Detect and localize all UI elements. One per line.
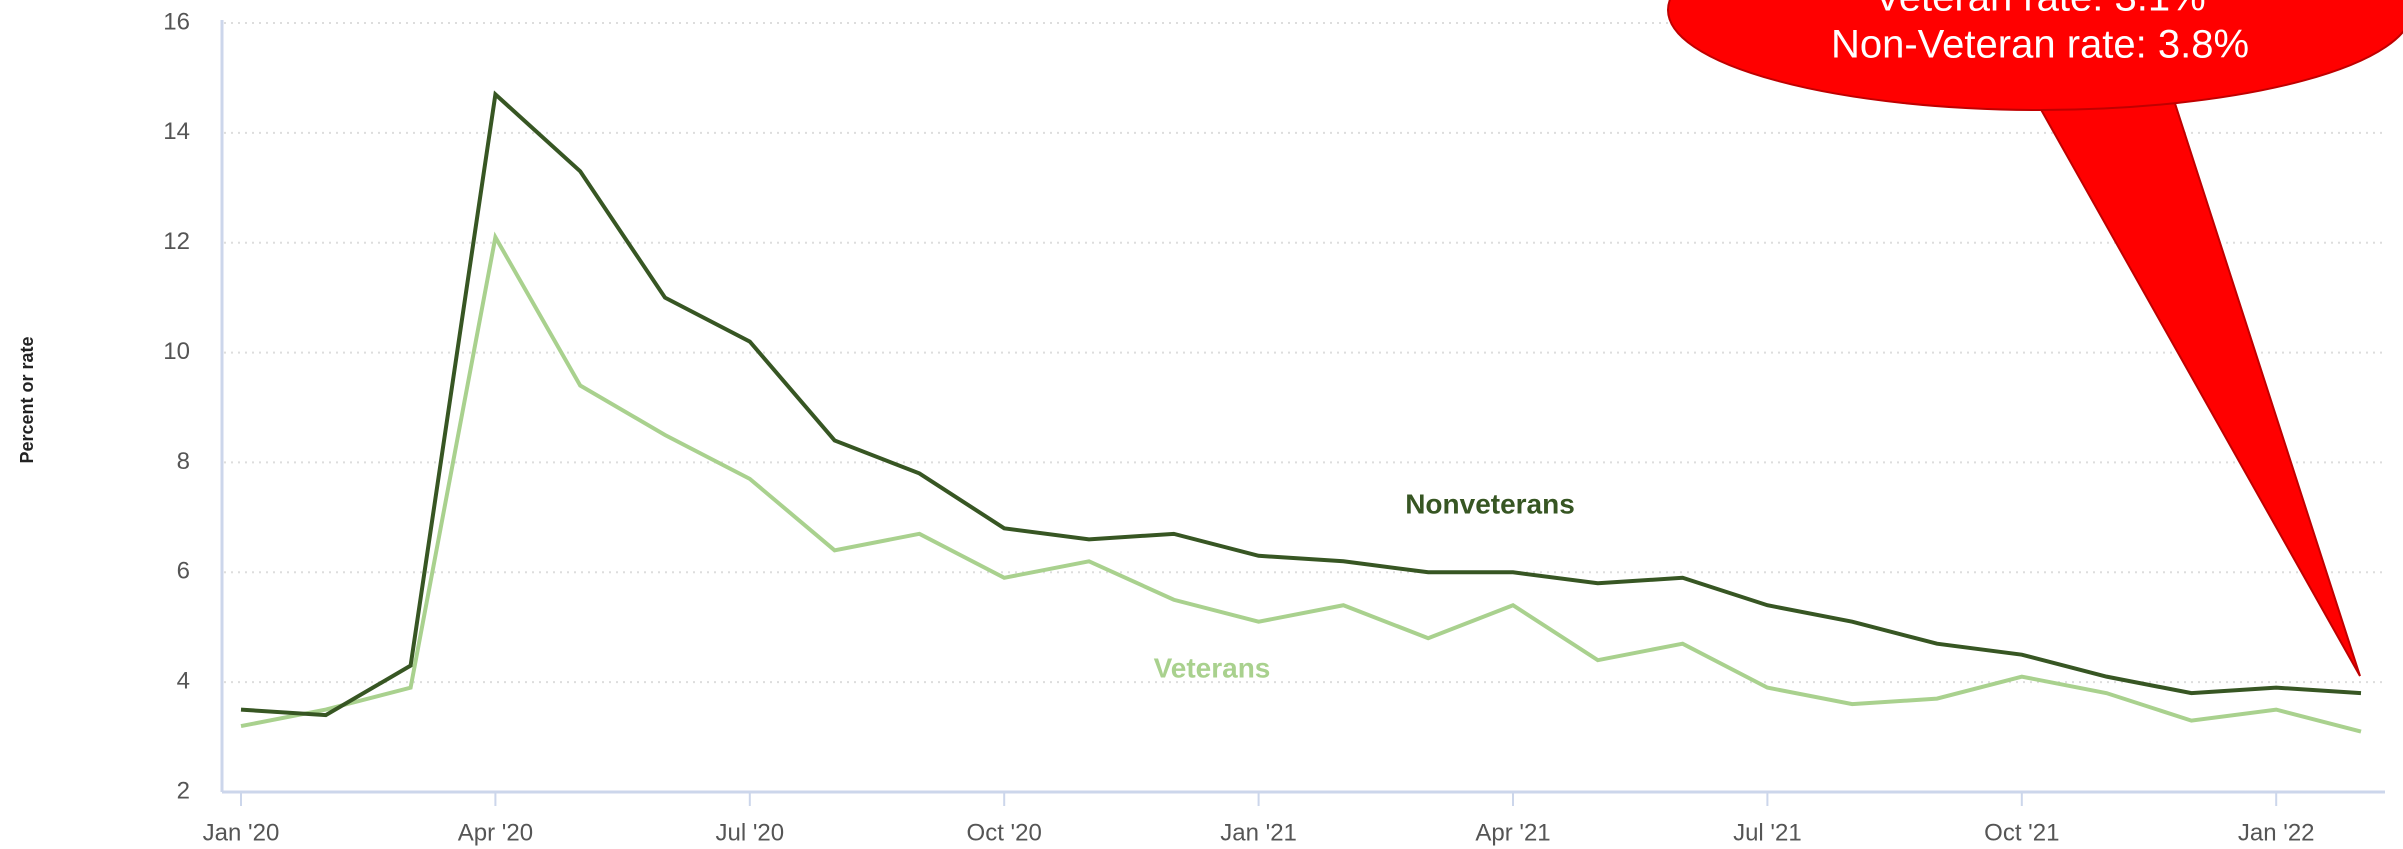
- callout-bubble: [1667, 0, 2403, 111]
- y-tick-label: 16: [163, 8, 190, 35]
- callout-text: Non-Veteran rate: 3.8%: [1831, 23, 2249, 67]
- series-label: Veterans: [1154, 652, 1271, 683]
- y-tick-label: 12: [163, 228, 190, 255]
- x-tick-label: Oct '20: [967, 819, 1042, 846]
- line-series: [240, 90, 2362, 718]
- y-tick-label: 4: [177, 667, 190, 694]
- y-tick-label: 6: [177, 558, 190, 585]
- y-tick-label: 14: [163, 118, 190, 145]
- series-label: Nonveterans: [1405, 488, 1575, 519]
- callout-text: Veteran rate: 3.1%: [1874, 0, 2205, 20]
- x-tick-label: Jul '21: [1733, 819, 1802, 846]
- x-tick-label: Jan '20: [203, 819, 280, 846]
- x-tick-label: Jan '22: [2238, 819, 2315, 846]
- y-tick-label: 10: [163, 338, 190, 365]
- line-series: [240, 231, 2362, 734]
- callout-cover: [2030, 80, 2160, 94]
- x-tick-label: Oct '21: [1984, 819, 2059, 846]
- x-tick-label: Jan '21: [1220, 819, 1297, 846]
- x-tick-label: Apr '21: [1475, 819, 1550, 846]
- y-axis-label: Percent or rate: [17, 336, 37, 463]
- callout-pointer: [2028, 86, 2361, 677]
- y-tick-label: 8: [177, 448, 190, 475]
- y-tick-label: 2: [177, 777, 190, 804]
- x-tick-label: Jul '20: [715, 819, 784, 846]
- x-tick-label: Apr '20: [458, 819, 533, 846]
